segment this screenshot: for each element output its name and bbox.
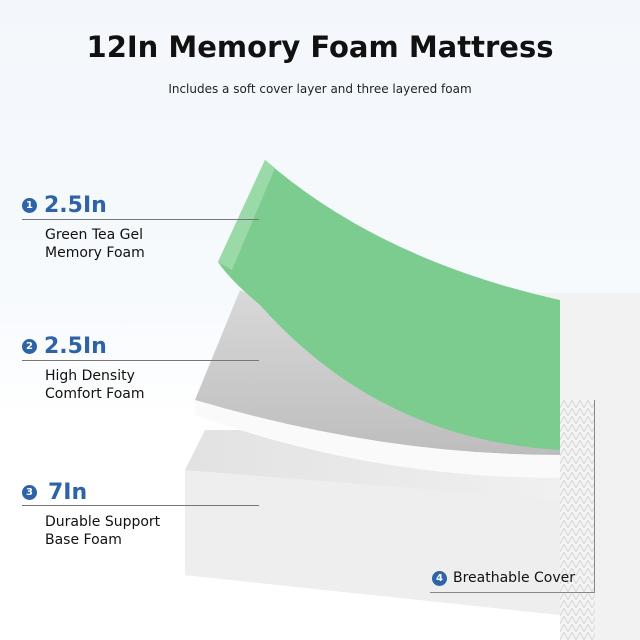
number-badge-3: 3	[22, 485, 37, 500]
subtitle: Includes a soft cover layer and three la…	[168, 82, 472, 96]
layer-3-desc-2: Base Foam	[45, 532, 122, 548]
memory-foam-layer	[218, 160, 560, 450]
layer-3-desc-1: Durable Support	[45, 514, 161, 530]
divider	[22, 505, 259, 506]
layer-2-label: 2 2.5In High Density Comfort Foam	[22, 334, 145, 403]
cover-label: 4 Breathable Cover	[432, 570, 575, 586]
layer-2-size: 2.5In	[44, 334, 107, 359]
number-badge-2: 2	[22, 339, 37, 354]
layer-3-size: 7In	[48, 480, 88, 505]
divider	[22, 360, 259, 361]
layer-2-desc-1: High Density	[45, 368, 135, 384]
page-title: 12In Memory Foam Mattress	[86, 30, 554, 64]
layer-1-desc-2: Memory Foam	[45, 245, 145, 261]
divider	[22, 219, 259, 220]
cover-text: Breathable Cover	[453, 570, 576, 586]
layer-1-size: 2.5In	[44, 193, 107, 218]
number-badge-4: 4	[432, 570, 447, 586]
layer-1-label: 1 2.5In Green Tea Gel Memory Foam	[22, 193, 145, 262]
layer-1-desc-1: Green Tea Gel	[45, 227, 144, 243]
number-badge-1: 1	[22, 198, 37, 213]
layer-2-desc-2: Comfort Foam	[45, 386, 145, 402]
cover-divider	[430, 592, 595, 593]
cover-pointer-line	[594, 400, 595, 592]
layer-3-label: 3 7In Durable Support Base Foam	[22, 480, 160, 549]
